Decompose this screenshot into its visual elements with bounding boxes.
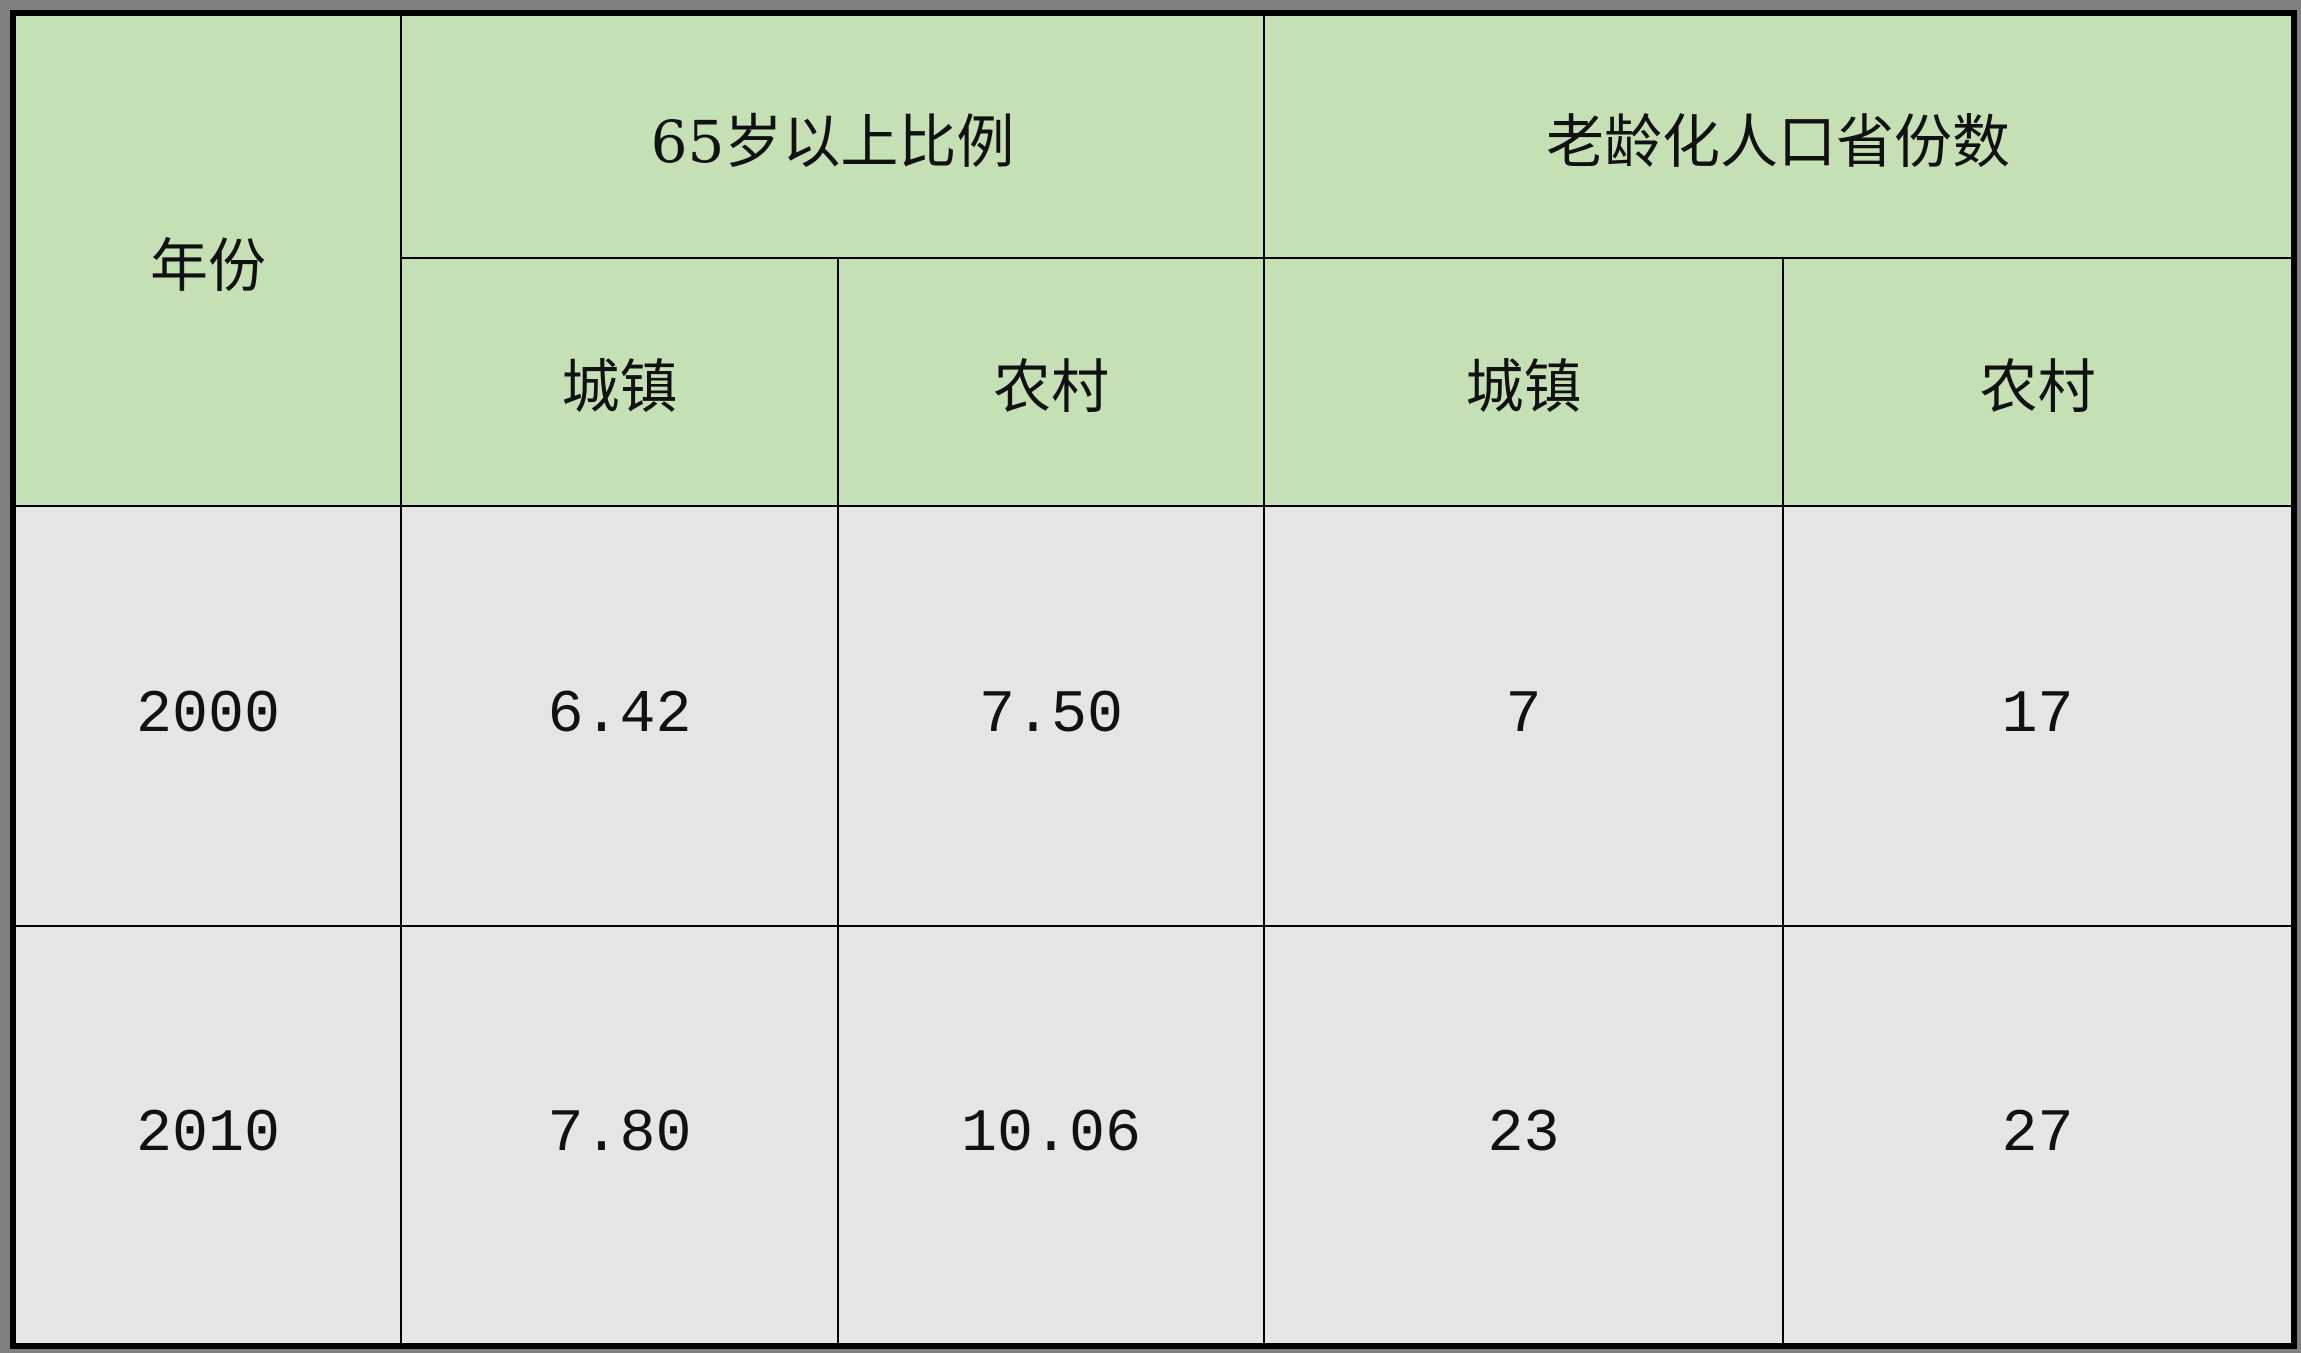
cell-value: 6.42 — [400, 505, 839, 927]
table-row: 2010 7.80 10.06 23 27 — [12, 925, 2296, 1347]
cell-value: 17 — [1781, 505, 2296, 927]
cell-value: 7.50 — [837, 505, 1265, 927]
header-ratio-65plus: 65岁以上比例 — [400, 12, 1265, 259]
cell-value: 23 — [1263, 925, 1784, 1347]
cell-year: 2010 — [12, 925, 402, 1347]
cell-value: 27 — [1781, 925, 2296, 1347]
header-aging-provinces: 老龄化人口省份数 — [1262, 12, 2296, 259]
cell-value: 10.06 — [837, 925, 1265, 1347]
cell-year: 2000 — [12, 505, 402, 927]
cell-value: 7.80 — [400, 925, 839, 1347]
cell-value: 7 — [1263, 505, 1784, 927]
subheader-rural: 农村 — [1781, 257, 2296, 507]
aging-population-table: 年份 65岁以上比例 老龄化人口省份数 城镇 农村 城镇 农村 2000 6.4… — [10, 10, 2298, 1349]
subheader-urban: 城镇 — [400, 257, 839, 507]
header-year: 年份 — [12, 12, 402, 507]
table-row: 2000 6.42 7.50 7 17 — [12, 505, 2296, 927]
subheader-urban: 城镇 — [1263, 257, 1784, 507]
subheader-rural: 农村 — [837, 257, 1265, 507]
